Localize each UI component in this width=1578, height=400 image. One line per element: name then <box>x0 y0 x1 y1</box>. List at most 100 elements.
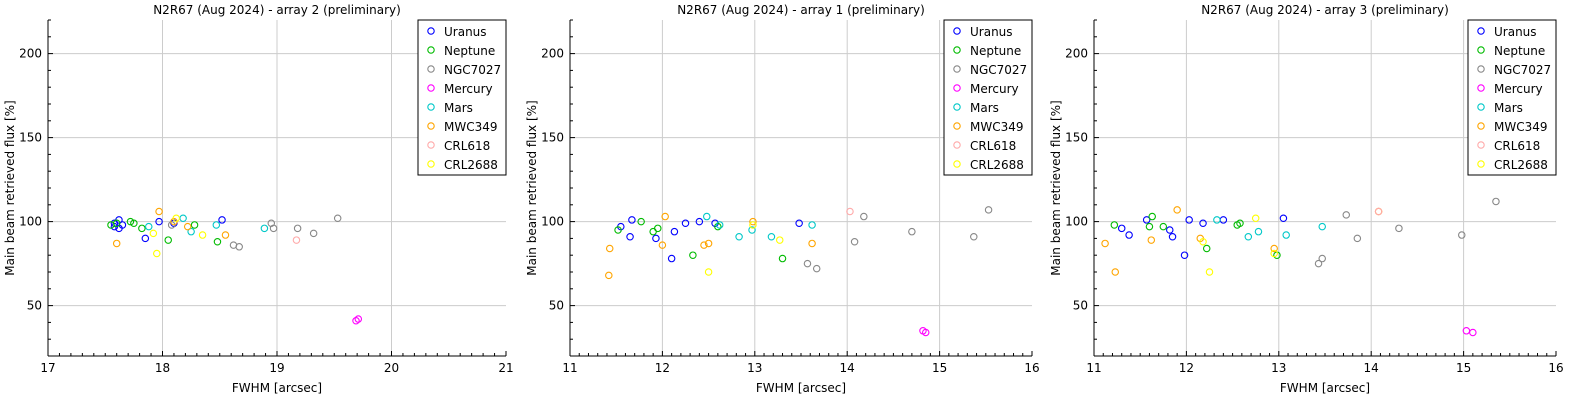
y-tick-label: 150 <box>19 131 42 145</box>
series-neptune <box>1110 212 1281 259</box>
x-axis-label: FWHM [arcsec] <box>232 381 322 395</box>
x-tick-label: 13 <box>747 361 762 375</box>
x-tick-label: 20 <box>384 361 399 375</box>
data-point <box>141 234 150 243</box>
x-axis-label: FWHM [arcsec] <box>756 381 846 395</box>
data-point <box>775 236 784 244</box>
data-point <box>1492 197 1500 206</box>
data-point <box>667 254 676 263</box>
series-crl618 <box>292 236 301 244</box>
legend-marker <box>427 65 435 73</box>
data-point <box>352 316 360 325</box>
y-tick-label: 50 <box>27 299 42 313</box>
legend-marker <box>427 160 435 168</box>
legend-marker <box>953 103 961 111</box>
x-tick-label: 12 <box>655 361 670 375</box>
series-mars <box>1213 216 1326 241</box>
data-point <box>218 216 226 224</box>
legend-label: Neptune <box>970 44 1021 58</box>
y-tick-label: 100 <box>541 215 564 229</box>
legend-label: Uranus <box>970 25 1013 39</box>
legend-marker <box>1477 103 1485 111</box>
legend-label: NGC7027 <box>970 63 1027 77</box>
data-point <box>260 224 269 233</box>
data-point <box>715 221 724 229</box>
legend-label: NGC7027 <box>1494 63 1551 77</box>
data-point <box>628 216 636 224</box>
x-tick-label: 11 <box>1086 361 1101 375</box>
x-tick-label: 15 <box>932 361 947 375</box>
legend-label: Neptune <box>444 44 495 58</box>
legend-label: Mercury <box>1494 82 1543 96</box>
legend-label: CRL2688 <box>970 158 1024 172</box>
data-point <box>637 217 645 226</box>
legend-label: MWC349 <box>970 120 1024 134</box>
legend-marker <box>1477 46 1485 54</box>
y-tick-label: 150 <box>1065 131 1088 145</box>
data-point <box>670 227 679 236</box>
data-point <box>649 227 657 236</box>
data-point <box>689 251 697 259</box>
legend-label: CRL618 <box>970 139 1016 153</box>
series-ngc7027 <box>1314 197 1500 268</box>
legend-label: CRL2688 <box>444 158 498 172</box>
data-point <box>748 226 756 234</box>
legend-marker <box>427 84 435 92</box>
data-point <box>1254 227 1263 236</box>
legend: Uranus Neptune NGC7027 Mercury Mars MWC349 CRL… <box>417 19 507 176</box>
data-point <box>846 207 854 216</box>
legend-marker <box>1477 122 1485 130</box>
data-point <box>1147 236 1156 244</box>
series-crl2688 <box>149 214 207 258</box>
data-point <box>1142 216 1151 224</box>
data-point <box>714 222 722 231</box>
data-point <box>1185 216 1193 224</box>
legend-marker <box>427 122 435 130</box>
legend-marker <box>953 65 961 73</box>
data-point <box>235 243 243 251</box>
data-point <box>1205 268 1214 276</box>
data-point <box>149 229 158 238</box>
chart-title: N2R67 (Aug 2024) - array 3 (preliminary) <box>1201 3 1449 17</box>
x-tick-label: 12 <box>1179 361 1194 375</box>
data-point <box>1395 224 1403 233</box>
data-point <box>1236 219 1244 228</box>
data-point <box>605 244 614 253</box>
legend-marker <box>953 27 961 35</box>
data-point <box>1173 206 1181 214</box>
data-point <box>179 214 187 222</box>
legend: Uranus Neptune NGC7027 Mercury Mars MWC349 CRL… <box>1467 19 1557 176</box>
legend-label: CRL618 <box>1494 139 1540 153</box>
data-point <box>126 217 135 226</box>
legend-label: Uranus <box>1494 25 1537 39</box>
y-tick-label: 50 <box>1073 299 1088 313</box>
data-point <box>908 227 916 236</box>
legend-marker <box>953 141 961 149</box>
x-tick-label: 11 <box>562 361 577 375</box>
series-mars <box>145 214 269 236</box>
data-point <box>130 219 138 228</box>
data-point <box>354 315 363 323</box>
data-point <box>1101 239 1109 248</box>
data-point <box>145 222 153 231</box>
legend-label: Mercury <box>970 82 1019 96</box>
data-point <box>605 271 613 280</box>
series-mwc349 <box>605 212 816 280</box>
data-point <box>1117 224 1126 233</box>
data-point <box>658 241 667 249</box>
data-point <box>681 219 690 228</box>
legend-marker <box>427 46 435 54</box>
data-point <box>749 221 757 229</box>
data-point <box>183 222 192 231</box>
data-point <box>187 227 195 236</box>
data-point <box>333 214 342 222</box>
legend: Uranus Neptune NGC7027 Mercury Mars MWC349 CRL… <box>943 19 1033 176</box>
x-tick-label: 13 <box>1271 361 1286 375</box>
data-point <box>1279 214 1288 222</box>
data-point <box>1110 221 1119 229</box>
data-point <box>1469 328 1477 337</box>
data-point <box>112 239 121 248</box>
legend-label: NGC7027 <box>444 63 501 77</box>
x-tick-label: 19 <box>269 361 284 375</box>
